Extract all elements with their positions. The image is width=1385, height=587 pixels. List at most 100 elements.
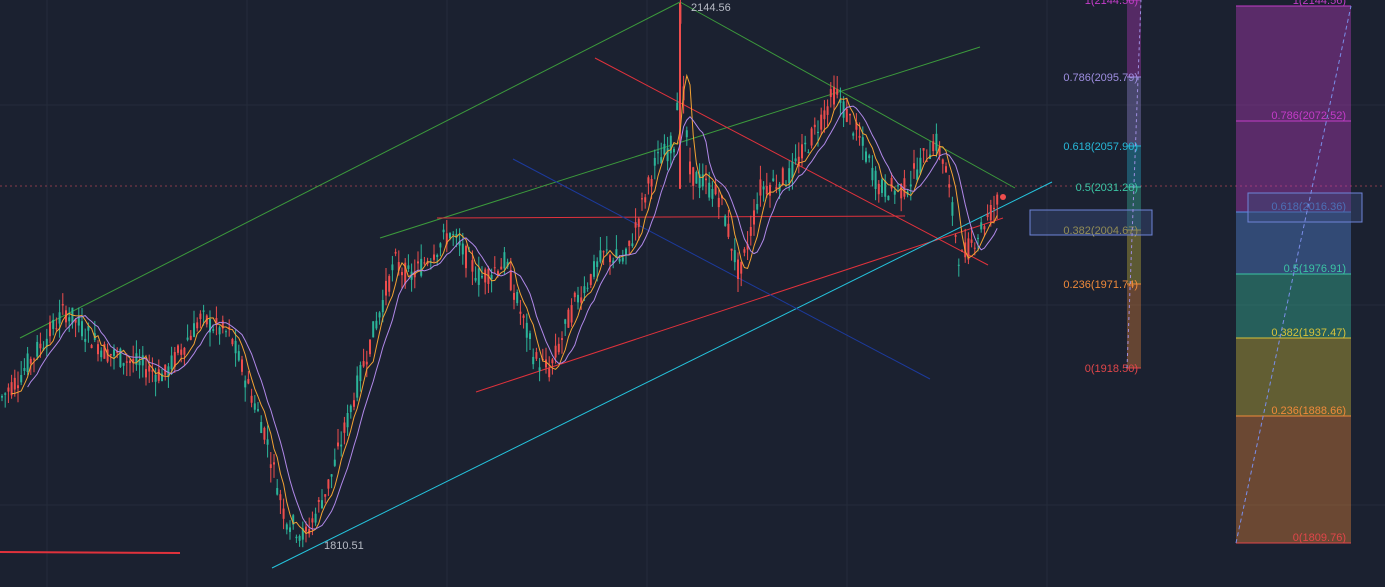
candle-body	[743, 249, 746, 253]
candle-body	[132, 358, 135, 363]
candle-body	[202, 310, 205, 312]
candle-body	[333, 459, 336, 466]
fib-retracement-2[interactable]: 1(2144.56) 0.786(2072.52) 0.618(2016.36) 0.…	[1235, 0, 1363, 544]
candle-body	[455, 233, 458, 238]
channel-red-upper	[594, 57, 989, 266]
candle-body	[628, 240, 631, 246]
candle-body	[772, 178, 775, 181]
candle-body	[561, 338, 563, 340]
candle-body	[77, 316, 80, 326]
candle-body	[887, 195, 890, 201]
candle-body	[612, 260, 615, 264]
candle-body	[980, 222, 983, 230]
candle-body	[151, 370, 154, 372]
candle-body	[593, 261, 595, 277]
candle-body	[45, 338, 48, 348]
candle-body	[157, 369, 160, 381]
candle-body	[269, 464, 272, 469]
candle-body	[397, 262, 400, 271]
fib-retracement-1[interactable]: 1(2144.56) 0.786(2095.79) 0.618(2057.90) 0.…	[1029, 0, 1153, 375]
candle-body	[615, 249, 618, 259]
candle-body	[433, 254, 435, 260]
candle-body	[324, 494, 327, 497]
candle-body	[349, 405, 352, 413]
candle-body	[321, 500, 323, 509]
candle-body	[954, 235, 957, 237]
candle-body	[823, 110, 826, 120]
candle-body	[881, 179, 883, 193]
candle-body	[471, 260, 474, 272]
horizontal-red	[436, 215, 906, 219]
fib2-level-label: 0.5(1976.91)	[1284, 263, 1346, 275]
candle-body	[100, 350, 103, 358]
candle-body	[61, 304, 64, 306]
candle-body	[941, 159, 944, 164]
candle-body	[273, 462, 275, 465]
fib2-level-label: 0.786(2072.52)	[1271, 110, 1346, 122]
candle-body	[765, 185, 768, 195]
candle-body	[938, 146, 941, 156]
candle-body	[292, 515, 295, 525]
candle-body	[548, 368, 551, 378]
candle-body	[532, 356, 535, 365]
candle-body	[993, 207, 995, 210]
candle-body	[257, 409, 259, 411]
candle-body	[897, 185, 899, 187]
candle-body	[161, 373, 163, 382]
candle-body	[289, 527, 291, 532]
candle-body	[490, 274, 493, 280]
candle-body	[631, 243, 634, 247]
candle-body	[961, 250, 963, 252]
candle-body	[535, 352, 538, 359]
candle-body	[17, 385, 19, 389]
candle-body	[218, 327, 221, 335]
fib2-band	[1236, 338, 1351, 416]
candle-body	[829, 89, 832, 98]
candle-body	[957, 264, 960, 266]
candle-body	[609, 255, 611, 263]
candle-body	[577, 294, 579, 303]
candle-body	[119, 348, 122, 367]
candle-body	[634, 222, 637, 228]
candle-body	[481, 276, 483, 278]
candle-body	[231, 339, 234, 345]
fib2-level-label: 0.618(2016.36)	[1271, 201, 1346, 213]
candle-body	[423, 262, 426, 264]
candle-body	[807, 151, 810, 153]
candle-body	[420, 258, 423, 276]
candle-body	[788, 168, 791, 184]
fib1-band	[1127, 230, 1141, 284]
channel-blue	[512, 158, 931, 380]
candle-body	[644, 197, 647, 203]
candle-body	[449, 233, 451, 239]
candle-body	[4, 393, 7, 395]
candle-body	[436, 254, 439, 257]
candle-body	[401, 272, 403, 276]
candle-body	[244, 380, 247, 388]
candle-body	[781, 168, 784, 184]
fib2-band	[1236, 6, 1351, 121]
fib1-level-label: 0(1918.50)	[1085, 363, 1138, 375]
candle-body	[445, 233, 448, 245]
candle-body	[663, 143, 666, 155]
candle-body	[253, 403, 256, 410]
fib2-band	[1236, 274, 1351, 338]
fib1-level-label: 0.786(2095.79)	[1063, 72, 1138, 84]
candle-body	[103, 343, 106, 359]
candle-body	[580, 297, 583, 303]
candle-body	[733, 250, 736, 263]
candle-body	[871, 167, 874, 181]
candle-body	[221, 320, 224, 329]
candle-body	[605, 249, 608, 251]
candle-body	[877, 183, 880, 195]
candle-body	[673, 148, 675, 153]
candle-body	[250, 395, 253, 403]
candle-body	[500, 266, 503, 270]
candle-body	[525, 322, 528, 338]
candle-body	[564, 319, 567, 324]
candle-body	[186, 337, 189, 340]
candle-body	[861, 137, 864, 146]
candle-body	[740, 261, 743, 274]
candle-body	[989, 204, 992, 221]
